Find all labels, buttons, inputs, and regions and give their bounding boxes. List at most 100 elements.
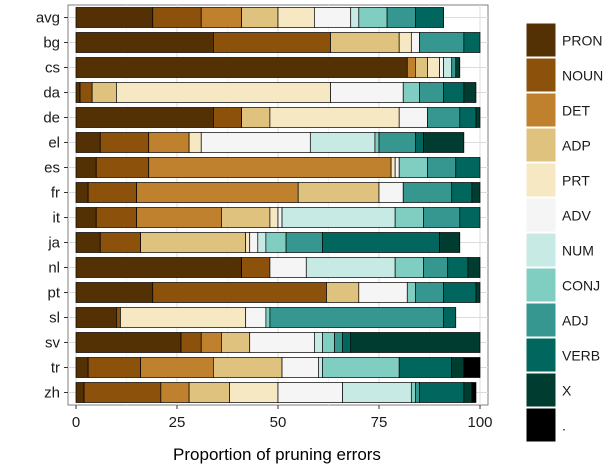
bar-segment-bg-PRON: [75, 32, 214, 53]
y-tick-label: cs: [45, 60, 60, 77]
bar-segment-zh-VERB: [419, 382, 465, 403]
bar-segment-fr-PRON: [75, 182, 89, 203]
bar-segment-zh-NOUN: [83, 382, 162, 403]
legend-swatch: [525, 232, 557, 268]
bar-segment-ja-NOUN: [99, 232, 141, 253]
legend-swatch: [525, 162, 557, 198]
bar-segment-zh-CONJ: [410, 382, 416, 403]
bar-segment-pt-NOUN: [152, 282, 327, 303]
legend-swatch: [525, 407, 557, 443]
bar-segment-es-ADJ: [427, 157, 457, 178]
bar-segment-tr-PRON: [75, 357, 89, 378]
bar-segment-fr-ADV: [378, 182, 404, 203]
legend-label: PRON: [562, 33, 602, 49]
bar-segment-el-ADV: [200, 132, 311, 153]
bar-segment-ja-ADV: [249, 232, 259, 253]
bar-segment-zh-PRT: [229, 382, 279, 403]
bar-segment-avg-NUM: [350, 7, 360, 28]
bar-segment-zh-X: [463, 382, 473, 403]
bar-segment-avg-NOUN: [152, 7, 202, 28]
bar-segment-fr-NOUN: [87, 182, 137, 203]
bar-segment-nl-NOUN: [241, 257, 271, 278]
bar-segment-pt-ADP: [326, 282, 360, 303]
bar-segment-sv-NUM: [314, 332, 323, 353]
bar-segment-el-X: [423, 132, 465, 153]
bar-segment-es-PRT: [390, 157, 396, 178]
bar-segment-es-ADV: [394, 157, 400, 178]
legend-label: DET: [562, 103, 590, 119]
bar-segment-de-PRON: [75, 107, 214, 128]
bar-segment-da-PRON: [75, 82, 81, 103]
x-axis-ticks: 0 25 50 75 100: [72, 405, 493, 431]
legend-label: NOUN: [562, 68, 603, 84]
y-tick-label: sl: [49, 310, 60, 327]
bar-segment-avg-ADP: [241, 7, 279, 28]
bar-segment-it-VERB: [459, 207, 481, 228]
bar-segment-sv-ADJ: [334, 332, 343, 353]
bar-segment-tr-ADV: [281, 357, 319, 378]
bar-segment-bg-VERB: [463, 32, 481, 53]
bar-segment-ja-ADP: [140, 232, 247, 253]
legend-label: NUM: [562, 243, 594, 259]
bar-segment-cs-ADP: [415, 57, 428, 78]
bar-segment-da-ADJ: [419, 82, 444, 103]
bar-segment-pt-VERB: [443, 282, 477, 303]
bar-segment-it-NUM: [281, 207, 396, 228]
bar-segment-bg-ADV: [410, 32, 420, 53]
bar-segment-bg-NOUN: [213, 32, 331, 53]
bar-segment-nl-ADV: [269, 257, 307, 278]
bar-segment-fr-X: [471, 182, 481, 203]
bar-segment-sv-DET: [200, 332, 222, 353]
bar-segment-avg-PRON: [75, 7, 154, 28]
bar-segment-pt-ADJ: [415, 282, 444, 303]
bar-segment-fr-VERB: [451, 182, 473, 203]
bar-segment-ja-PRT: [245, 232, 251, 253]
bar-segment-tr-DET: [140, 357, 214, 378]
bar-segment-avg-ADV: [314, 7, 352, 28]
legend: PRON NOUN DET ADP PRT ADV NUM CONJ ADJ VERB X.: [525, 22, 603, 443]
y-tick-label: zh: [44, 385, 60, 402]
x-tick-label: 100: [467, 414, 492, 431]
bar-segment-de-PRT: [269, 107, 400, 128]
bar-segment-cs-ADJ: [451, 57, 457, 78]
bar-segment-avg-PRT: [277, 7, 315, 28]
bar-segment-de-ADJ: [427, 107, 461, 128]
legend-label: PRT: [562, 173, 590, 189]
bar-segment-de-VERB: [459, 107, 477, 128]
bar-segment-sl-VERB: [443, 307, 457, 328]
bar-segment-it-CONJ: [394, 207, 424, 228]
bar-segment-el-CONJ: [374, 132, 380, 153]
bar-segment-pt-CONJ: [406, 282, 416, 303]
bar-segment-sv-ADP: [221, 332, 251, 353]
bar-segment-nl-X: [467, 257, 481, 278]
bar-segment-it-ADP: [221, 207, 271, 228]
legend-swatch: [525, 302, 557, 338]
y-tick-label: de: [43, 110, 60, 127]
bar-segment-tr-.: [463, 357, 481, 378]
bar-segment-ja-ADJ: [285, 232, 323, 253]
bar-segment-da-CONJ: [402, 82, 420, 103]
y-tick-label: es: [44, 160, 60, 177]
bar-segment-ja-X: [439, 232, 461, 253]
bar-segment-pt-X: [475, 282, 481, 303]
bar-segment-sv-X: [350, 332, 481, 353]
legend-label: CONJ: [562, 278, 600, 294]
bar-segment-el-PRT: [188, 132, 202, 153]
bar-segment-pt-ADV: [358, 282, 408, 303]
bar-segment-el-NOUN: [99, 132, 150, 153]
legend-swatch: [525, 372, 557, 408]
bar-segment-bg-PRT: [398, 32, 412, 53]
bar-segment-sv-CONJ: [322, 332, 335, 353]
bar-segment-da-PRT: [116, 82, 331, 103]
bar-segment-sv-NOUN: [180, 332, 202, 353]
bar-segment-it-DET: [136, 207, 222, 228]
bar-segment-fr-ADP: [297, 182, 380, 203]
bar-segment-zh-PRON: [75, 382, 85, 403]
bar-segment-de-ADV: [398, 107, 428, 128]
bar-segment-el-DET: [148, 132, 190, 153]
x-tick-label: 0: [72, 414, 80, 431]
legend-label: .: [562, 418, 566, 434]
bar-segment-nl-PRON: [75, 257, 242, 278]
bar-segment-zh-ADJ: [415, 382, 420, 403]
